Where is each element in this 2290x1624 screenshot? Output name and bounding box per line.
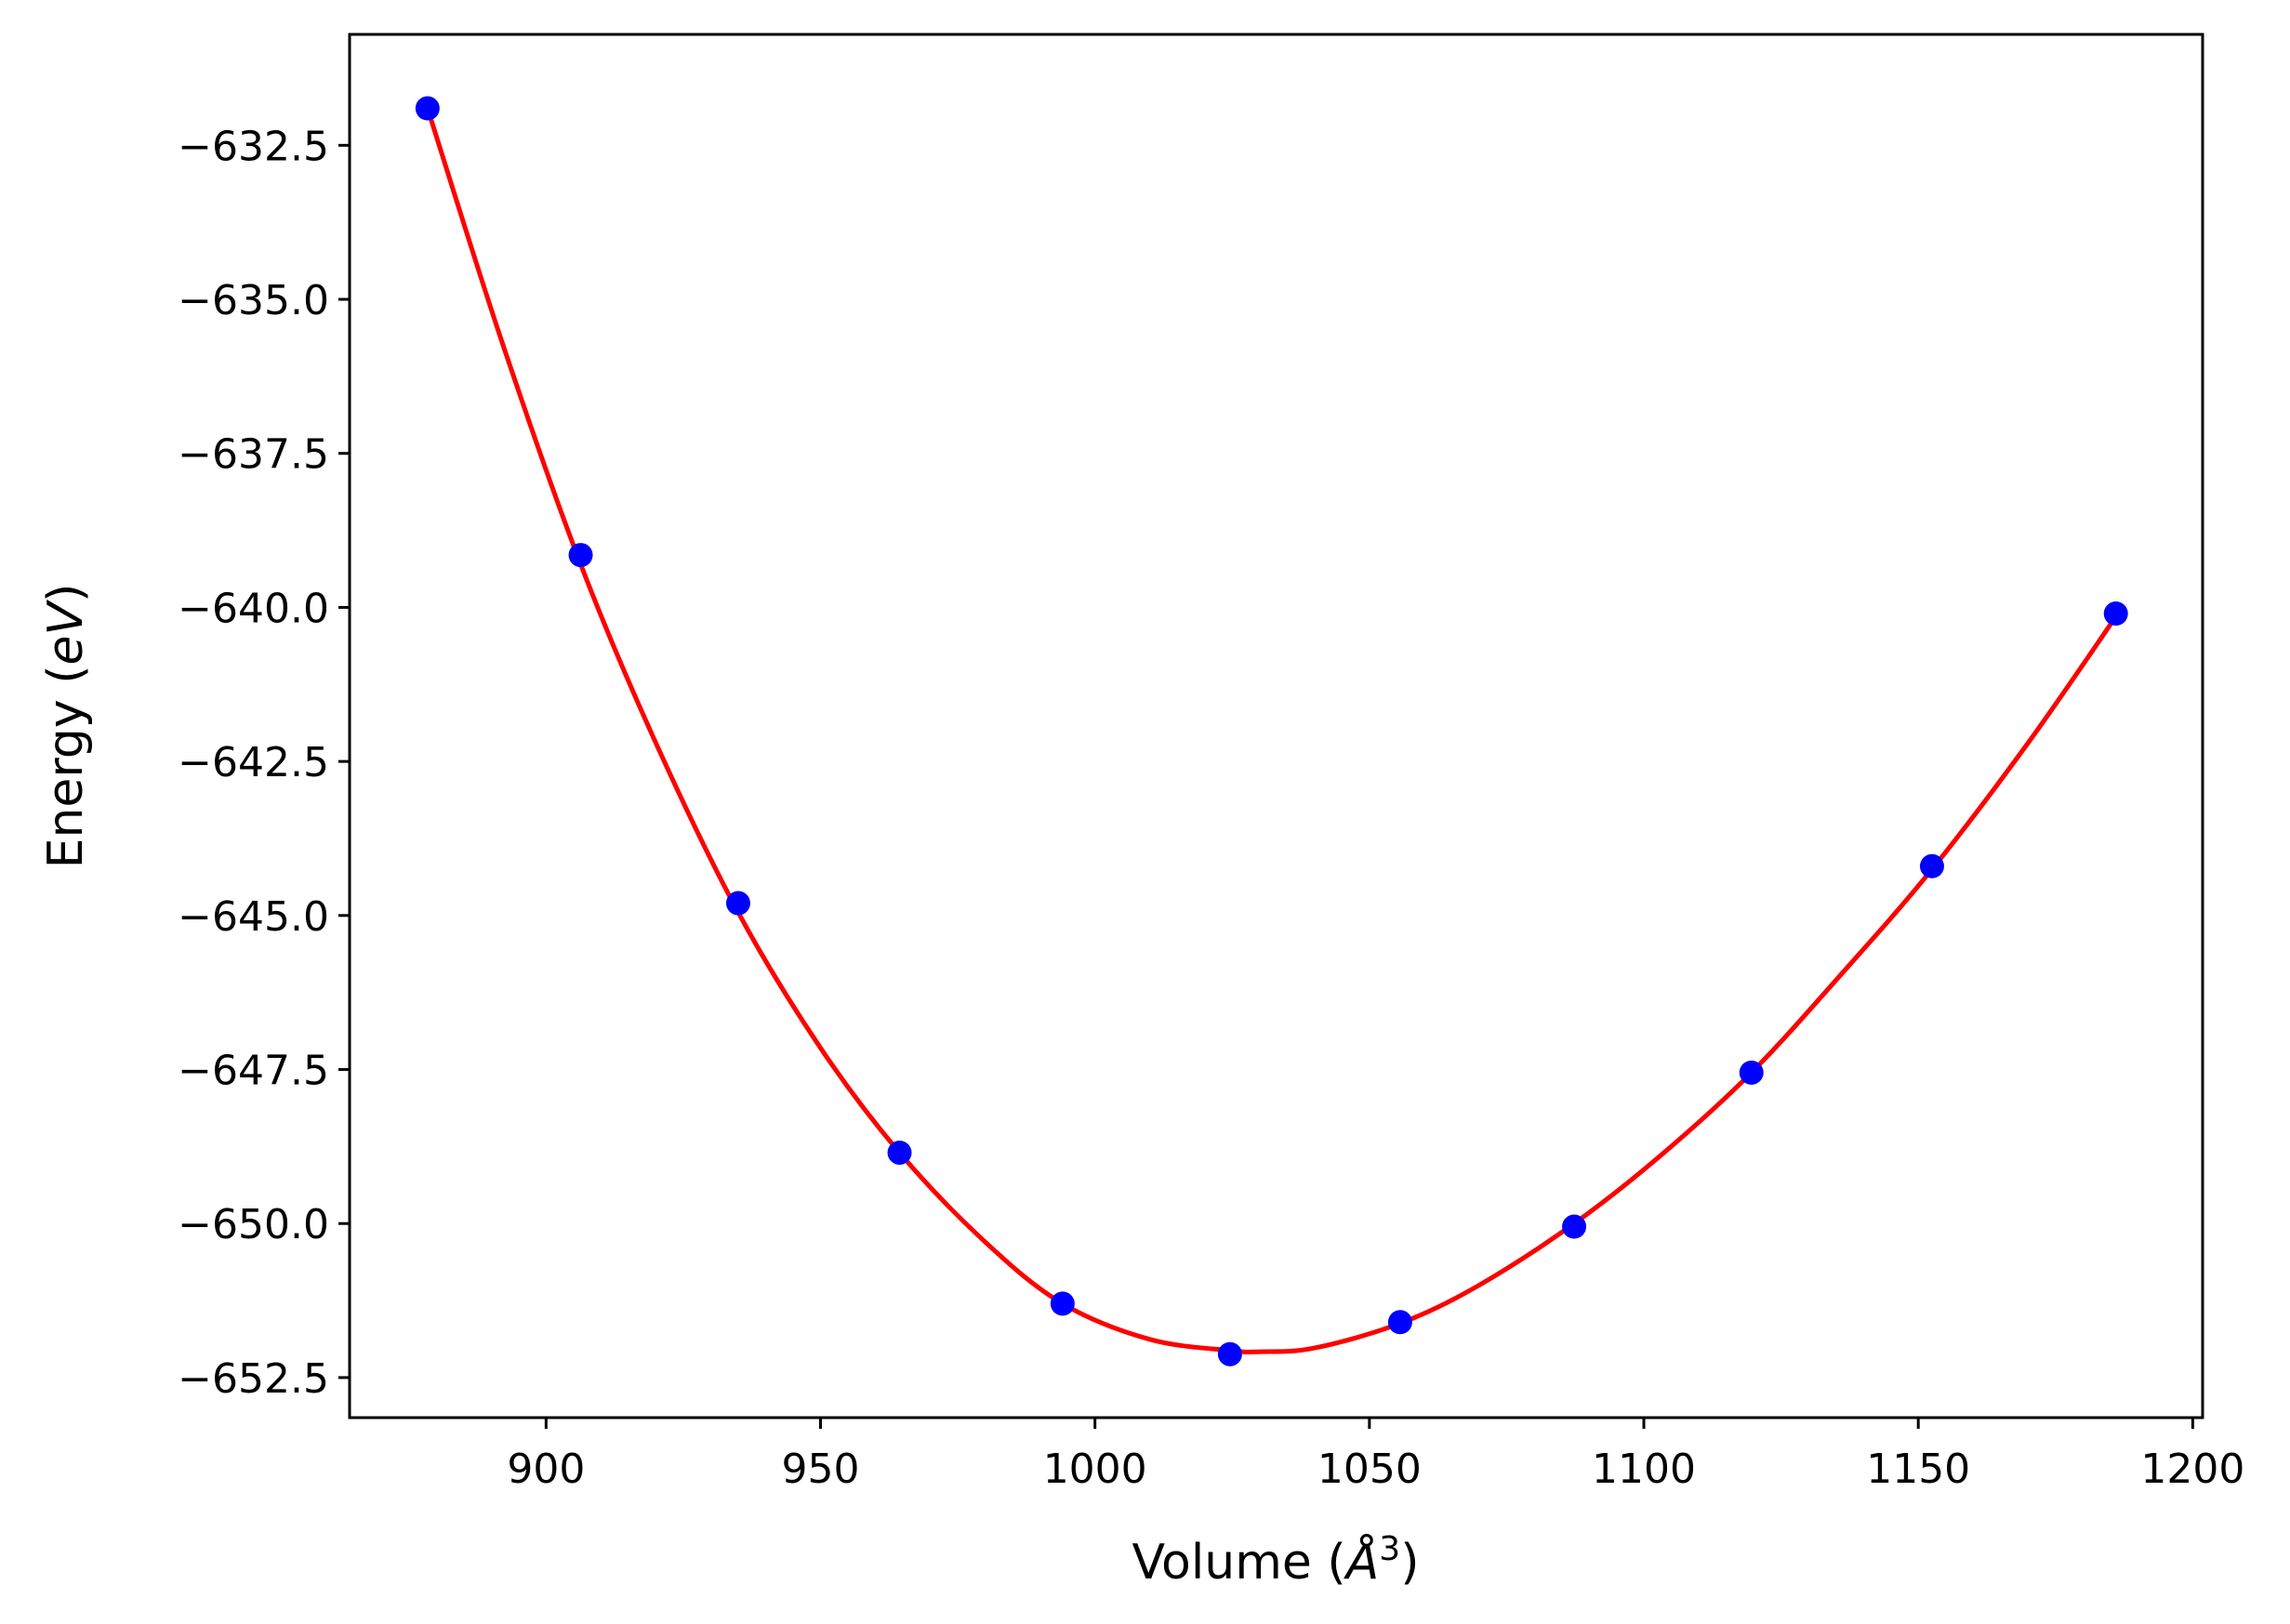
data-point bbox=[1050, 1291, 1075, 1316]
x-tick-label: 1200 bbox=[2140, 1446, 2244, 1493]
data-point bbox=[1217, 1341, 1242, 1367]
data-point bbox=[887, 1140, 912, 1165]
y-tick-label: −635.0 bbox=[178, 277, 329, 324]
plot-area bbox=[350, 34, 2203, 1418]
marks-layer bbox=[415, 96, 2128, 1367]
data-point bbox=[568, 543, 593, 568]
data-point bbox=[1562, 1214, 1587, 1239]
data-point bbox=[2103, 601, 2128, 627]
y-axis-label: Energy (eV) bbox=[38, 584, 94, 869]
y-tick-label: −652.5 bbox=[178, 1355, 329, 1403]
x-tick-label: 950 bbox=[782, 1446, 860, 1493]
x-tick-label: 900 bbox=[507, 1446, 585, 1493]
data-point bbox=[725, 891, 750, 916]
fit-curve bbox=[425, 107, 2118, 1354]
ticks-layer: 900 950 1000 1050 1100 1150 1200 −632.5 −635.0 −6… bbox=[178, 123, 2244, 1493]
data-point bbox=[1919, 853, 1944, 878]
data-point bbox=[1739, 1060, 1764, 1085]
x-axis-label: Volume (Å3) bbox=[1132, 1530, 1420, 1591]
x-tick-label: 1050 bbox=[1317, 1446, 1422, 1493]
data-point bbox=[1387, 1310, 1412, 1335]
y-tick-label: −637.5 bbox=[178, 431, 329, 479]
y-tick-label: −640.0 bbox=[178, 585, 329, 632]
x-tick-label: 1150 bbox=[1866, 1446, 1970, 1493]
y-tick-label: −632.5 bbox=[178, 123, 329, 170]
y-tick-label: −642.5 bbox=[178, 739, 329, 786]
x-tick-label: 1000 bbox=[1043, 1446, 1147, 1493]
y-tick-label: −645.0 bbox=[178, 893, 329, 941]
axes-frame bbox=[348, 33, 2204, 1419]
y-tick-label: −647.5 bbox=[178, 1048, 329, 1095]
y-tick-label: −650.0 bbox=[178, 1201, 329, 1248]
data-point bbox=[415, 96, 440, 121]
x-tick-label: 1100 bbox=[1592, 1446, 1696, 1493]
